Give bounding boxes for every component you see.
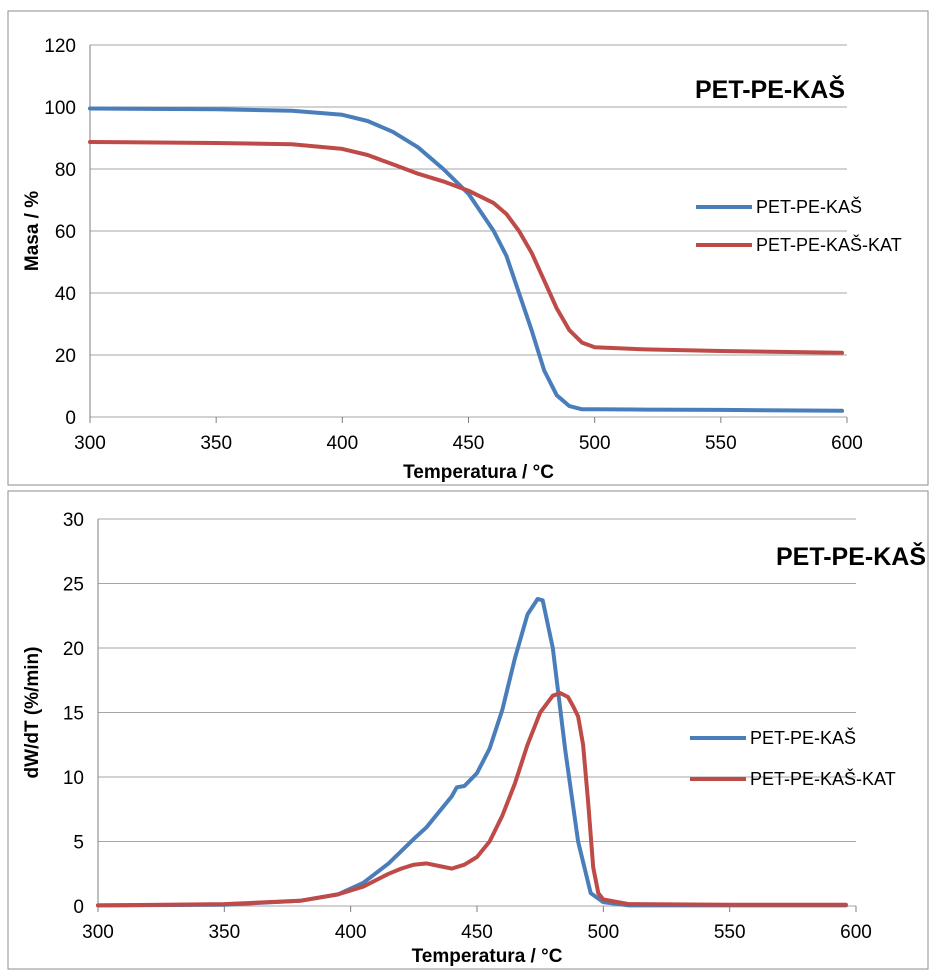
series-line-pet-pe-kas-kat bbox=[96, 691, 848, 908]
x-tick-label: 550 bbox=[705, 433, 737, 454]
x-tick-label: 550 bbox=[714, 922, 746, 943]
chart-frame-bottom bbox=[7, 490, 929, 970]
x-tick-label: 400 bbox=[335, 922, 367, 943]
y-tick-label: 15 bbox=[63, 704, 84, 725]
chart-frame-top bbox=[7, 10, 929, 486]
y-tick-label: 10 bbox=[63, 768, 84, 789]
x-tick-label: 500 bbox=[587, 922, 619, 943]
chart-title: PET-PE-KAŠ bbox=[695, 74, 845, 104]
x-axis-label: Temperatura / °C bbox=[412, 946, 563, 967]
y-tick-label: 40 bbox=[55, 284, 76, 305]
x-tick-label: 600 bbox=[840, 922, 872, 943]
series-line-pet-pe-kas bbox=[96, 597, 848, 908]
legend-label: PET-PE-KAŠ-KAT bbox=[756, 234, 902, 255]
thermogravimetric-chart: 0 20 40 60 80 100 120 300 350 400 450 500 550 600 Temp… bbox=[22, 36, 902, 483]
y-tick-label: 60 bbox=[55, 222, 76, 243]
y-tick-label: 20 bbox=[63, 639, 84, 660]
series-line-pet-pe-kas-kat bbox=[88, 140, 844, 355]
y-tick-label: 25 bbox=[63, 575, 84, 596]
y-axis-label: Masa / % bbox=[22, 191, 43, 271]
legend-label: PET-PE-KAŠ bbox=[756, 196, 862, 217]
y-tick-label: 120 bbox=[44, 36, 76, 57]
x-tick-label: 500 bbox=[579, 433, 611, 454]
x-tick-label: 300 bbox=[74, 433, 106, 454]
x-tick-label: 400 bbox=[326, 433, 358, 454]
series-line-pet-pe-kas bbox=[88, 106, 844, 413]
derivative-chart: 0 5 10 15 20 25 30 300 350 400 450 500 550 600 Tempera… bbox=[22, 510, 926, 967]
y-tick-label: 20 bbox=[55, 346, 76, 367]
x-tick-label: 450 bbox=[461, 922, 493, 943]
y-tick-label: 80 bbox=[55, 160, 76, 181]
y-tick-label: 5 bbox=[73, 833, 84, 854]
x-axis-label: Temperatura / °C bbox=[403, 462, 554, 483]
x-tick-label: 350 bbox=[208, 922, 240, 943]
x-tick-label: 600 bbox=[831, 433, 863, 454]
x-tick-label: 350 bbox=[200, 433, 232, 454]
chart-title: PET-PE-KAŠ bbox=[776, 541, 926, 571]
legend-label: PET-PE-KAŠ-KAT bbox=[750, 768, 896, 789]
y-tick-label: 0 bbox=[65, 408, 76, 429]
x-tick-label: 300 bbox=[82, 922, 114, 943]
y-axis-label: dW/dT (%/min) bbox=[22, 647, 43, 779]
y-tick-label: 100 bbox=[44, 98, 76, 119]
x-tick-label: 450 bbox=[453, 433, 485, 454]
y-tick-label: 30 bbox=[63, 510, 84, 531]
legend-label: PET-PE-KAŠ bbox=[750, 727, 856, 748]
y-tick-label: 0 bbox=[73, 897, 84, 918]
